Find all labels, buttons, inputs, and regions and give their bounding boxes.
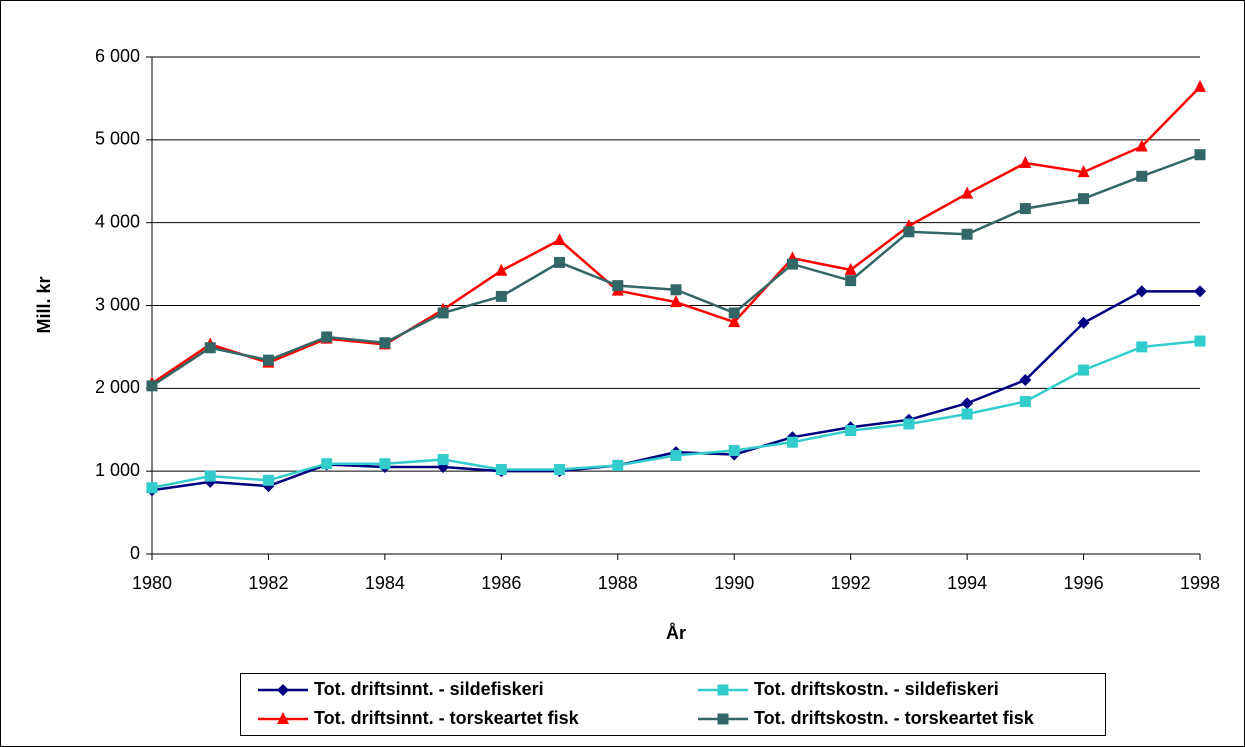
x-tick-label: 1996 <box>1064 573 1104 593</box>
marker <box>961 186 974 199</box>
legend-marker <box>277 684 289 696</box>
marker <box>321 458 333 470</box>
marker <box>1194 79 1206 92</box>
marker <box>1136 341 1148 353</box>
x-tick-label: 1998 <box>1180 573 1220 593</box>
x-tick-label: 1984 <box>365 573 405 593</box>
legend-label: Tot. driftsinnt. - torskeartet fisk <box>314 708 580 728</box>
marker <box>845 275 857 287</box>
y-axis-label: Mill. kr <box>34 276 54 333</box>
marker <box>1078 364 1090 376</box>
marker <box>146 380 158 392</box>
marker <box>844 262 857 275</box>
x-tick-label: 1988 <box>598 573 638 593</box>
marker <box>262 354 274 366</box>
marker <box>1135 285 1148 298</box>
y-tick-label: 1 000 <box>95 460 140 480</box>
marker <box>612 459 624 471</box>
marker <box>437 307 449 319</box>
marker <box>786 258 798 270</box>
marker <box>728 307 740 319</box>
legend-label: Tot. driftskostn. - sildefiskeri <box>754 679 999 699</box>
marker <box>1019 374 1032 387</box>
marker <box>845 425 857 437</box>
marker <box>1194 335 1206 347</box>
marker <box>903 226 915 238</box>
marker <box>437 454 449 466</box>
marker <box>728 444 740 456</box>
marker <box>554 464 566 476</box>
y-tick-label: 6 000 <box>95 46 140 66</box>
legend <box>240 673 1106 736</box>
marker <box>1077 316 1090 329</box>
y-tick-label: 4 000 <box>95 211 140 231</box>
marker <box>728 315 741 328</box>
marker <box>553 233 566 246</box>
x-tick-label: 1982 <box>248 573 288 593</box>
legend-label: Tot. driftsinnt. - sildefiskeri <box>314 679 544 699</box>
marker <box>612 280 624 292</box>
marker <box>786 436 798 448</box>
marker <box>379 458 391 470</box>
marker <box>670 449 682 461</box>
marker <box>1136 170 1148 182</box>
legend-label: Tot. driftskostn. - torskeartet fisk <box>754 708 1035 728</box>
x-tick-label: 1990 <box>714 573 754 593</box>
x-tick-label: 1980 <box>132 573 172 593</box>
y-tick-label: 5 000 <box>95 129 140 149</box>
marker <box>495 290 507 302</box>
y-tick-label: 0 <box>130 543 140 563</box>
marker <box>554 256 566 268</box>
marker <box>262 474 274 486</box>
x-tick-label: 1994 <box>947 573 987 593</box>
legend-marker <box>717 713 729 725</box>
marker <box>670 284 682 296</box>
y-tick-label: 2 000 <box>95 377 140 397</box>
marker <box>961 397 974 410</box>
marker <box>961 228 973 240</box>
marker <box>1194 149 1206 161</box>
marker <box>1019 156 1032 169</box>
marker <box>1078 193 1090 205</box>
x-tick-label: 1992 <box>831 573 871 593</box>
marker <box>379 337 391 349</box>
legend-marker <box>717 684 729 696</box>
marker <box>1135 139 1148 152</box>
marker <box>204 342 216 354</box>
marker <box>903 418 915 430</box>
x-axis-label: År <box>666 623 686 643</box>
marker <box>961 408 973 420</box>
y-tick-label: 3 000 <box>95 294 140 314</box>
marker <box>1019 203 1031 215</box>
marker <box>670 295 682 308</box>
legend-marker <box>277 712 289 724</box>
marker <box>495 464 507 476</box>
x-tick-label: 1986 <box>481 573 521 593</box>
marker <box>1077 165 1090 178</box>
marker <box>204 470 216 482</box>
marker <box>495 263 508 276</box>
marker <box>1194 285 1206 298</box>
marker <box>1019 396 1031 408</box>
marker <box>146 482 158 494</box>
marker <box>321 331 333 343</box>
